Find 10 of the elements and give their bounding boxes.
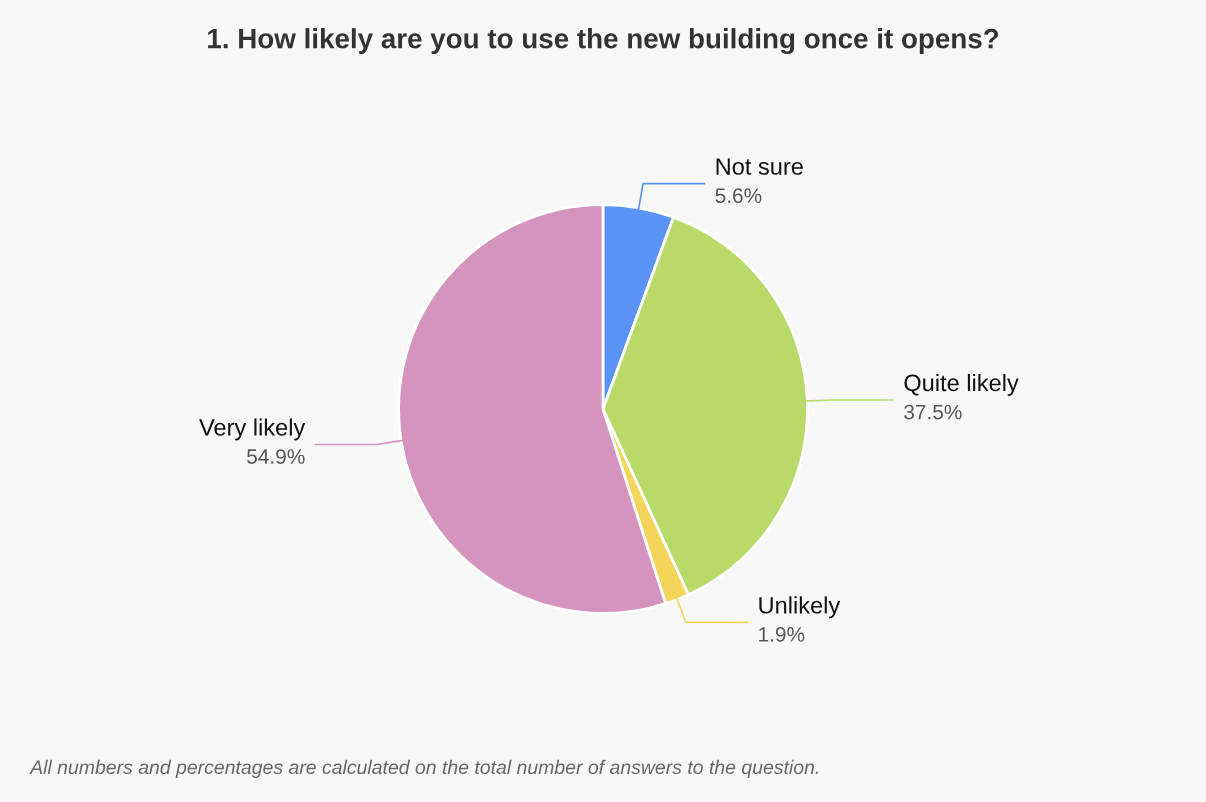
data-label: 5.6%	[715, 188, 762, 204]
data-label: 1.9%	[759, 627, 805, 642]
slice-label: Unlikely	[759, 596, 841, 619]
data-label: 54.9%	[247, 449, 305, 464]
slice-label: Quite likely	[904, 373, 1019, 396]
slice-label: Very likely	[199, 418, 306, 441]
data-label: 37.5%	[904, 404, 962, 420]
text: All numbers and percentages are calculated on the total number of answers to the question.	[29, 759, 818, 778]
slice-label: Not sure	[716, 158, 803, 175]
chart-title: 1. How likely are you to use the new building once it opens?	[208, 28, 999, 55]
